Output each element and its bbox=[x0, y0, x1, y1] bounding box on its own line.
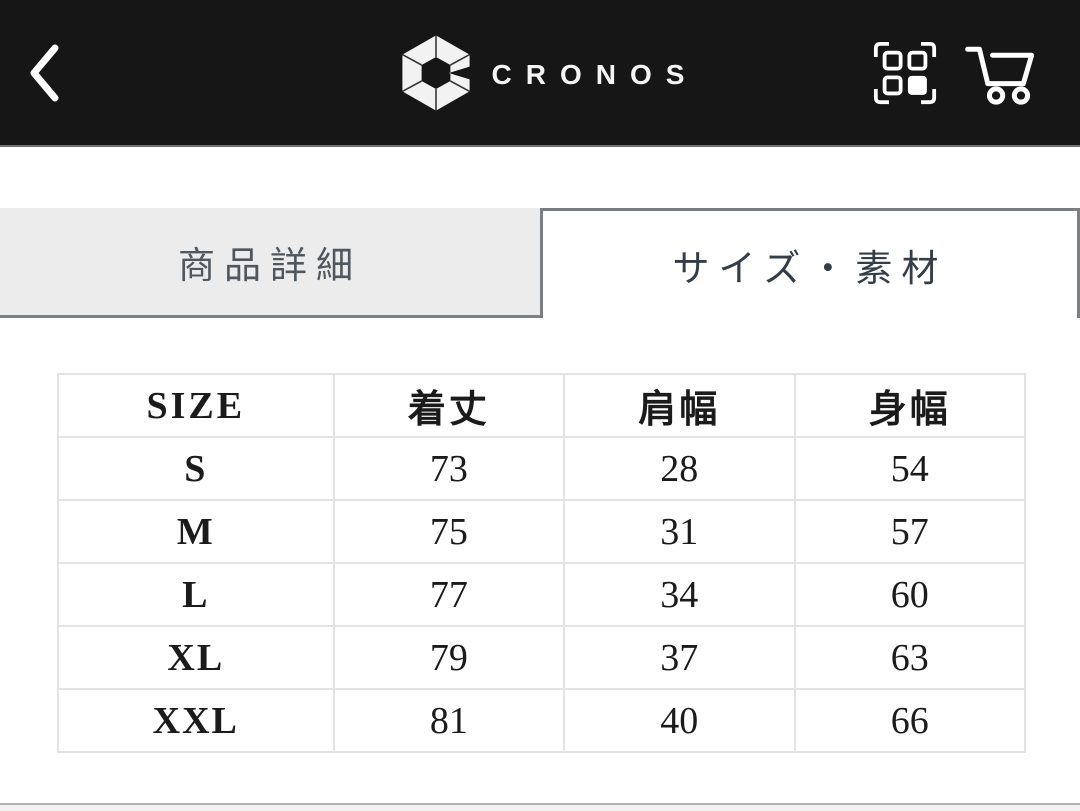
measurement-cell: 77 bbox=[332, 562, 566, 627]
app-header: CRONOS bbox=[0, 0, 1080, 147]
table-row: L 77 34 60 bbox=[57, 562, 1026, 627]
size-cell: XXL bbox=[57, 688, 335, 753]
size-table-body: S 73 28 54 M 75 31 57 L 77 34 60 XL 79 37 63 XXL 81 40 66 bbox=[57, 436, 1026, 753]
size-cell: M bbox=[57, 499, 335, 564]
measurement-cell: 79 bbox=[332, 625, 566, 690]
column-header-size: SIZE bbox=[57, 373, 335, 438]
cronos-hexagon-logo-icon bbox=[396, 33, 476, 113]
measurement-cell: 31 bbox=[563, 499, 796, 564]
size-chart-table: SIZE 着丈 肩幅 身幅 S 73 28 54 M 75 31 57 L 77 34 60 XL 79 3… bbox=[57, 373, 1026, 753]
measurement-cell: 34 bbox=[563, 562, 796, 627]
measurement-cell: 37 bbox=[563, 625, 796, 690]
table-row: S 73 28 54 bbox=[57, 436, 1026, 501]
size-cell: XL bbox=[57, 625, 335, 690]
column-header-width: 身幅 bbox=[793, 373, 1026, 438]
tab-label: サイズ・素材 bbox=[672, 248, 948, 290]
column-header-length: 着丈 bbox=[332, 373, 566, 438]
measurement-cell: 75 bbox=[332, 499, 566, 564]
table-row: XXL 81 40 66 bbox=[57, 688, 1026, 753]
qr-scan-icon bbox=[870, 38, 940, 108]
cart-button[interactable] bbox=[964, 41, 1040, 105]
tab-product-details[interactable]: 商品詳細 bbox=[0, 208, 540, 318]
back-button[interactable] bbox=[22, 41, 66, 105]
header-actions bbox=[870, 0, 1040, 145]
table-row: XL 79 37 63 bbox=[57, 625, 1026, 690]
measurement-cell: 81 bbox=[332, 688, 566, 753]
measurement-cell: 63 bbox=[793, 625, 1026, 690]
tab-label: 商品詳細 bbox=[178, 245, 362, 287]
table-row: M 75 31 57 bbox=[57, 499, 1026, 564]
chevron-left-icon bbox=[27, 43, 61, 103]
measurement-cell: 60 bbox=[793, 562, 1026, 627]
measurement-cell: 57 bbox=[793, 499, 1026, 564]
column-header-shoulder: 肩幅 bbox=[563, 373, 796, 438]
shopping-cart-icon bbox=[964, 41, 1040, 105]
measurement-cell: 73 bbox=[332, 436, 566, 501]
measurement-cell: 54 bbox=[793, 436, 1026, 501]
table-header-row: SIZE 着丈 肩幅 身幅 bbox=[57, 373, 1026, 438]
qr-scan-button[interactable] bbox=[870, 38, 940, 108]
measurement-cell: 28 bbox=[563, 436, 796, 501]
measurement-cell: 66 bbox=[793, 688, 1026, 753]
detail-tabs: 商品詳細 サイズ・素材 bbox=[0, 208, 1080, 318]
tab-size-material[interactable]: サイズ・素材 bbox=[540, 208, 1080, 318]
size-cell: S bbox=[57, 436, 335, 501]
section-divider bbox=[0, 803, 1080, 811]
measurement-cell: 40 bbox=[563, 688, 796, 753]
size-cell: L bbox=[57, 562, 335, 627]
brand-name: CRONOS bbox=[491, 58, 699, 90]
